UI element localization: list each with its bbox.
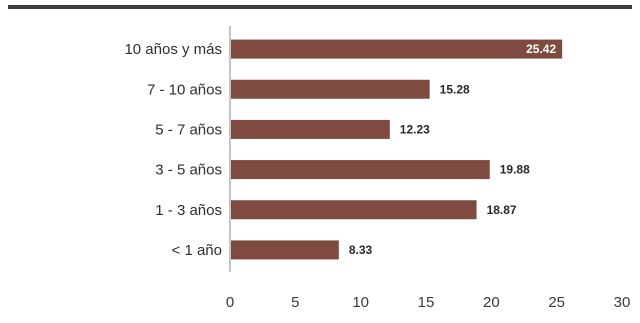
- bar: [231, 79, 430, 99]
- category-label: 3 - 5 años: [155, 162, 222, 179]
- value-label: 25.42: [526, 42, 556, 56]
- value-label: 19.88: [500, 163, 530, 177]
- x-tick-label: 10: [352, 294, 369, 311]
- top-rule: [8, 5, 632, 9]
- category-label: 5 - 7 años: [155, 121, 222, 138]
- x-tick-label: 20: [483, 294, 500, 311]
- category-label: 10 años y más: [124, 41, 222, 58]
- value-label: 12.23: [400, 122, 430, 136]
- category-labels: 10 años y más 7 - 10 años 5 - 7 años 3 - 5 …: [124, 41, 222, 259]
- bars-group: [231, 39, 563, 260]
- x-axis-ticks: 0 5 10 15 20 25 30: [226, 294, 631, 311]
- x-tick-label: 0: [226, 294, 234, 311]
- x-tick-label: 30: [614, 294, 631, 311]
- x-tick-label: 5: [291, 294, 299, 311]
- category-label: < 1 año: [172, 242, 222, 259]
- x-tick-label: 15: [418, 294, 435, 311]
- value-label: 8.33: [349, 243, 373, 257]
- bar: [231, 160, 490, 180]
- x-tick-label: 25: [548, 294, 565, 311]
- value-labels: 25.42 15.28 12.23 19.88 18.87 8.33: [349, 42, 557, 257]
- bar: [231, 119, 390, 139]
- value-label: 15.28: [440, 82, 470, 96]
- category-label: 1 - 3 años: [155, 202, 222, 219]
- category-label: 7 - 10 años: [147, 81, 222, 98]
- bar: [231, 200, 477, 220]
- bar: [231, 240, 339, 260]
- value-label: 18.87: [487, 203, 517, 217]
- bar: [231, 39, 563, 59]
